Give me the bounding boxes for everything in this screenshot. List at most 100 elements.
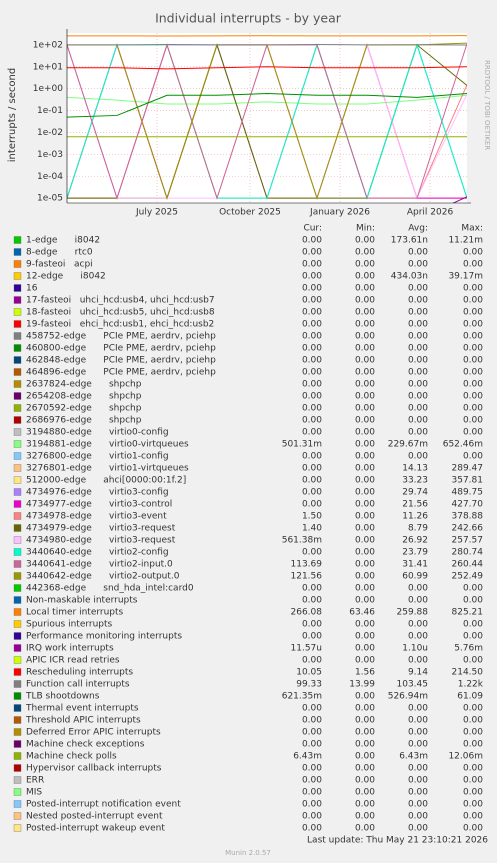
legend-value: 0.00 <box>355 524 375 534</box>
legend-label: Deferred Error APIC interrupts <box>26 728 161 738</box>
legend-value: 0.00 <box>408 248 428 258</box>
legend-swatch <box>13 344 22 352</box>
y-tick-label: 1e-02 <box>37 128 63 138</box>
legend-value: 1.50 <box>302 512 322 522</box>
legend-value: 103.45 <box>397 680 429 690</box>
legend-value: 0.00 <box>302 716 322 726</box>
legend-value: 0.00 <box>302 248 322 258</box>
legend-value: 0.00 <box>355 416 375 426</box>
legend-value: 0.00 <box>408 416 428 426</box>
legend-label: 18-fasteoi uhci_hcd:usb5, uhci_hcd:usb8 <box>26 308 215 318</box>
legend-swatch <box>13 728 22 736</box>
legend-value: 10.05 <box>296 668 322 678</box>
legend-value: 0.00 <box>302 332 322 342</box>
legend-value: 0.00 <box>463 368 483 378</box>
legend-value: 0.00 <box>302 788 322 798</box>
legend-value: 13.99 <box>349 680 375 690</box>
legend-value: 257.57 <box>452 536 484 546</box>
series-line <box>67 94 467 105</box>
legend-value: 0.00 <box>463 356 483 366</box>
legend-value: 561.38m <box>282 536 322 546</box>
legend-value: 11.26 <box>402 512 428 522</box>
legend-value: 0.00 <box>463 728 483 738</box>
legend-swatch <box>13 788 22 796</box>
legend-value: 252.49 <box>452 572 484 582</box>
legend-value: 0.00 <box>355 704 375 714</box>
legend-value: 0.00 <box>355 236 375 246</box>
legend-value: 0.00 <box>355 572 375 582</box>
legend-value: 6.43m <box>293 752 322 762</box>
legend-value: 0.00 <box>355 272 375 282</box>
legend-value: 0.00 <box>355 656 375 666</box>
legend-value: 0.00 <box>463 764 483 774</box>
legend-value: 0.00 <box>408 824 428 834</box>
legend-label: MIS <box>26 788 42 798</box>
legend-swatch <box>13 428 22 436</box>
legend-value: 0.00 <box>408 260 428 270</box>
plot-area <box>67 33 467 203</box>
legend-value: 99.33 <box>296 680 322 690</box>
legend-label: Hypervisor callback interrupts <box>26 764 162 774</box>
legend-label: 4734977-edge virtio3-control <box>26 500 172 510</box>
legend-swatch <box>13 296 22 304</box>
legend-label: 16 <box>26 284 38 294</box>
legend-swatch <box>13 680 22 688</box>
legend-swatch <box>13 608 22 616</box>
legend-value: 0.00 <box>355 248 375 258</box>
legend-value: 0.00 <box>463 788 483 798</box>
legend-value: 0.00 <box>463 296 483 306</box>
legend-swatch <box>13 596 22 604</box>
y-tick-label: 1e-05 <box>37 194 63 204</box>
legend-value: 0.00 <box>302 380 322 390</box>
legend-value: 60.99 <box>402 572 428 582</box>
legend-value: 0.00 <box>302 800 322 810</box>
legend-label: 3194880-edge virtio0-config <box>26 428 169 438</box>
legend-value: 31.41 <box>402 560 428 570</box>
legend-value: 0.00 <box>355 344 375 354</box>
legend-value: 0.00 <box>302 320 322 330</box>
legend-swatch <box>13 632 22 640</box>
legend-value: 242.66 <box>452 524 484 534</box>
legend-value: 526.94m <box>388 692 428 702</box>
legend-label: 4734976-edge virtio3-config <box>26 488 169 498</box>
legend-value: 229.67m <box>388 440 428 450</box>
legend-value: 260.44 <box>452 560 484 570</box>
legend-value: 1.56 <box>355 668 375 678</box>
legend-value: 0.00 <box>408 764 428 774</box>
legend-value: 113.69 <box>291 560 323 570</box>
legend-value: 0.00 <box>408 800 428 810</box>
legend-swatch <box>13 356 22 364</box>
legend-value: 33.23 <box>402 476 428 486</box>
legend-value: 825.21 <box>452 608 484 618</box>
legend-value: 280.74 <box>452 548 484 558</box>
legend-swatch <box>13 284 22 292</box>
legend-swatch <box>13 236 22 244</box>
legend-value: 0.00 <box>408 776 428 786</box>
legend-value: 0.00 <box>408 380 428 390</box>
legend-value: 0.00 <box>408 788 428 798</box>
legend-label: 442368-edge snd_hda_intel:card0 <box>26 584 194 594</box>
legend-swatch <box>13 560 22 568</box>
legend-value: 0.00 <box>355 740 375 750</box>
legend-swatch <box>13 500 22 508</box>
legend-label: 4734979-edge virtio3-request <box>26 524 176 534</box>
legend-swatch <box>13 764 22 772</box>
legend-swatch <box>13 692 22 700</box>
legend-label: 3440640-edge virtio2-config <box>26 548 169 558</box>
legend-value: 173.61n <box>391 236 428 246</box>
legend-value: 0.00 <box>408 656 428 666</box>
legend-label: 462848-edge PCIe PME, aerdrv, pciehp <box>26 356 216 366</box>
legend-value: 0.00 <box>302 764 322 774</box>
legend-value: 0.00 <box>302 404 322 414</box>
legend-label: Machine check polls <box>26 752 117 762</box>
legend-swatch <box>13 752 22 760</box>
legend-label: TLB shootdowns <box>25 692 100 702</box>
legend-value: 621.35m <box>282 692 322 702</box>
legend-value: 0.00 <box>408 632 428 642</box>
legend-value: 0.00 <box>302 776 322 786</box>
legend-value: 0.00 <box>463 716 483 726</box>
legend-label: 12-edge i8042 <box>26 272 106 282</box>
legend-value: 0.00 <box>302 584 322 594</box>
legend-value: 0.00 <box>463 824 483 834</box>
